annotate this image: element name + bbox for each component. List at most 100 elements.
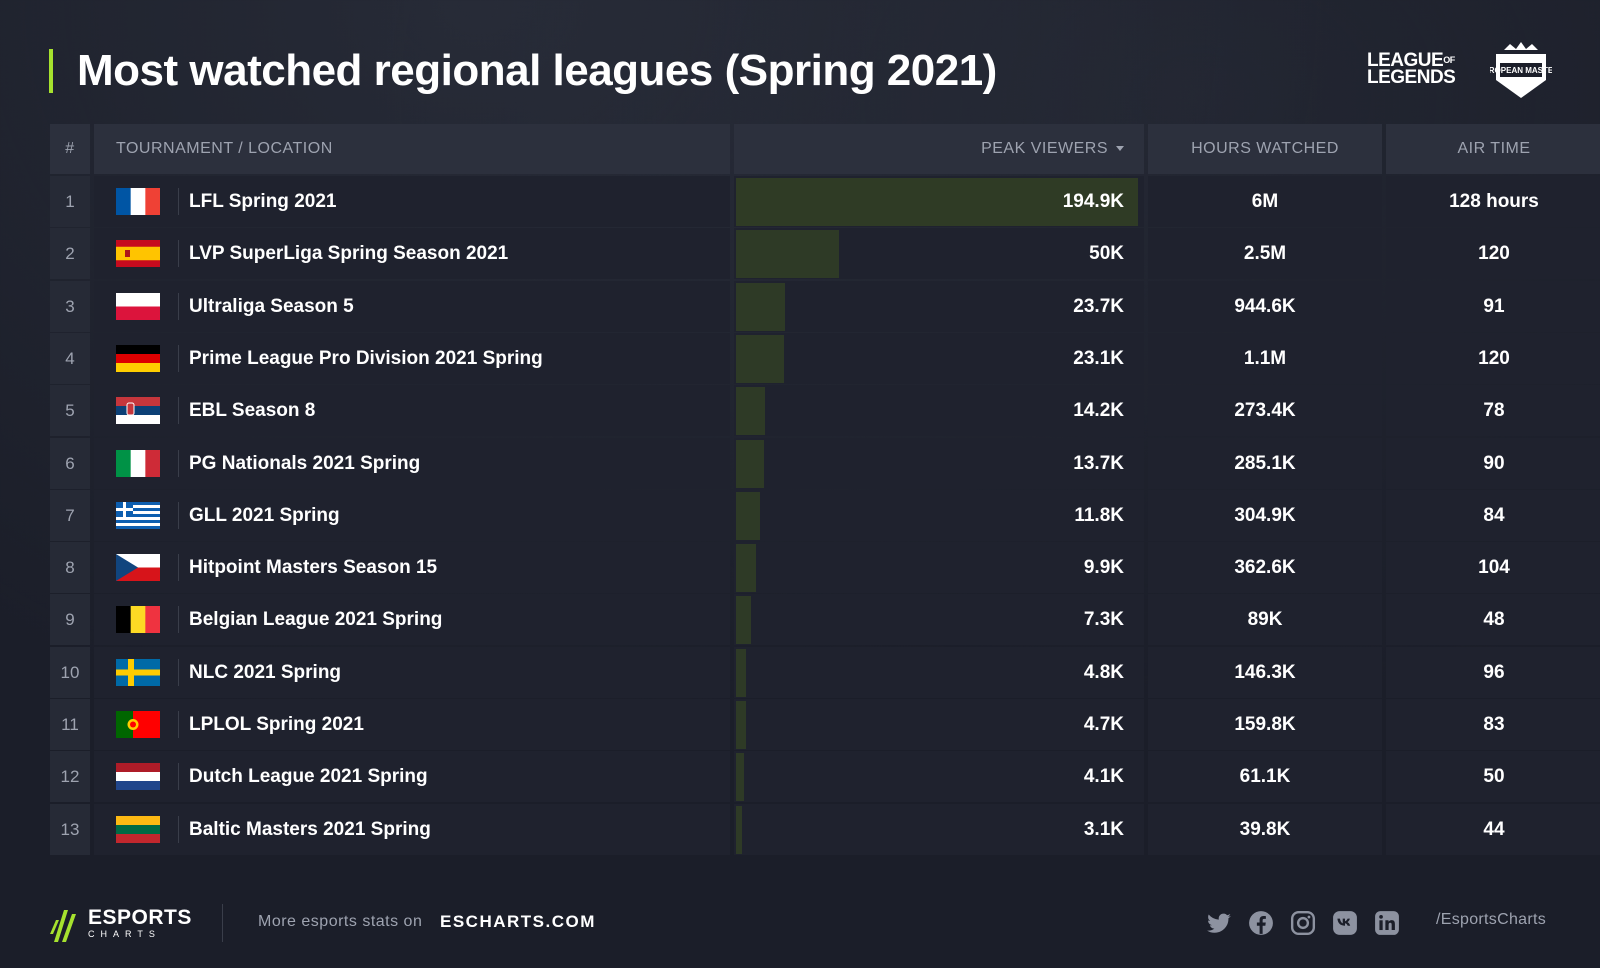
row-rank: 3 [50, 280, 90, 332]
row-air-time: 90 [1386, 437, 1600, 489]
vk-icon[interactable] [1332, 910, 1358, 936]
czechia-flag-icon [116, 554, 160, 582]
footer-social-handle: /EsportsCharts [1436, 911, 1547, 928]
peak-viewers-value: 11.8K [1074, 504, 1124, 526]
row-hours-watched: 2.5M [1148, 228, 1382, 280]
peak-viewers-value: 4.8K [1083, 661, 1124, 683]
row-separator [178, 501, 179, 529]
european-masters-logo: EUROPEAN MASTERS [1490, 42, 1552, 98]
tournament-name[interactable]: Dutch League 2021 Spring [189, 766, 428, 788]
peak-viewers-bar [736, 805, 742, 854]
row-separator [178, 449, 179, 477]
row-tournament: Baltic Masters 2021 Spring [94, 803, 730, 855]
tournament-name[interactable]: Baltic Masters 2021 Spring [189, 818, 431, 840]
tournament-name[interactable]: NLC 2021 Spring [189, 661, 342, 683]
peak-viewers-value: 4.7K [1083, 714, 1124, 735]
table-row[interactable]: 8 Hitpoint Masters Season 15 9.9K 362.6K… [50, 542, 1600, 594]
peak-viewers-bar [736, 439, 764, 488]
row-tournament: Hitpoint Masters Season 15 [94, 542, 730, 594]
row-hours-watched: 304.9K [1148, 489, 1382, 541]
row-peak-viewers: 23.1K [734, 332, 1144, 384]
belgium-flag-icon [116, 606, 160, 634]
greece-flag-icon [116, 501, 160, 529]
row-tournament: GLL 2021 Spring [94, 489, 730, 541]
poland-flag-icon [116, 292, 160, 320]
footer-site-link[interactable]: ESCHARTS.COM [440, 912, 596, 931]
row-tournament: LFL Spring 2021 [94, 176, 730, 227]
row-air-time: 84 [1386, 489, 1600, 541]
row-tournament: PG Nationals 2021 Spring [94, 437, 730, 489]
svg-text:EUROPEAN MASTERS: EUROPEAN MASTERS [1490, 66, 1552, 75]
tournament-name[interactable]: GLL 2021 Spring [189, 504, 340, 526]
netherlands-flag-icon [116, 763, 160, 791]
row-rank: 13 [50, 803, 90, 855]
table-row[interactable]: 1 LFL Spring 2021 194.9K 6M 128 hours [50, 176, 1600, 228]
row-peak-viewers: 11.8K [734, 489, 1144, 541]
row-hours-watched: 159.8K [1148, 699, 1382, 750]
row-air-time: 128 hours [1386, 176, 1600, 227]
row-hours-watched: 362.6K [1148, 542, 1382, 594]
table-row[interactable]: 13 Baltic Masters 2021 Spring 3.1K 39.8K… [50, 803, 1600, 856]
row-hours-watched: 285.1K [1148, 437, 1382, 489]
twitter-icon[interactable] [1206, 910, 1232, 936]
tournament-name[interactable]: Hitpoint Masters Season 15 [189, 557, 438, 579]
instagram-icon[interactable] [1290, 910, 1316, 936]
peak-viewers-bar [736, 491, 760, 540]
row-hours-watched: 146.3K [1148, 646, 1382, 698]
tournament-name[interactable]: Prime League Pro Division 2021 Spring [189, 347, 543, 369]
header-peak-viewers[interactable]: PEAK VIEWERS [734, 124, 1144, 174]
header-rank: # [50, 124, 90, 174]
peak-viewers-bar [736, 701, 746, 749]
table-row[interactable]: 12 Dutch League 2021 Spring 4.1K 61.1K 5… [50, 751, 1600, 803]
tournament-name[interactable]: Belgian League 2021 Spring [189, 609, 443, 631]
table-row[interactable]: 7 GLL 2021 Spring 11.8K 304.9K 84 [50, 489, 1600, 542]
row-air-time: 83 [1386, 699, 1600, 750]
table-row[interactable]: 10 NLC 2021 Spring 4.8K 146.3K 96 [50, 646, 1600, 699]
row-peak-viewers: 4.8K [734, 646, 1144, 698]
sweden-flag-icon [116, 658, 160, 686]
row-separator [178, 397, 179, 425]
row-rank: 6 [50, 437, 90, 489]
row-separator [178, 554, 179, 582]
table-row[interactable]: 3 Ultraliga Season 5 23.7K 944.6K 91 [50, 280, 1600, 333]
row-air-time: 50 [1386, 751, 1600, 803]
row-hours-watched: 273.4K [1148, 385, 1382, 437]
header-air-time[interactable]: AIR TIME [1386, 124, 1600, 174]
row-rank: 8 [50, 542, 90, 594]
facebook-icon[interactable] [1248, 910, 1274, 936]
peak-viewers-value: 23.1K [1073, 347, 1124, 369]
tournament-name[interactable]: EBL Season 8 [189, 400, 316, 422]
table-row[interactable]: 4 Prime League Pro Division 2021 Spring … [50, 332, 1600, 385]
header-hours-watched[interactable]: HOURS WATCHED [1148, 124, 1382, 174]
footer-more-text: More esports stats on [258, 913, 423, 930]
row-rank: 4 [50, 332, 90, 384]
peak-viewers-bar [736, 282, 785, 331]
italy-flag-icon [116, 449, 160, 477]
row-peak-viewers: 23.7K [734, 280, 1144, 332]
tournament-name[interactable]: LPLOL Spring 2021 [189, 714, 364, 735]
peak-viewers-bar [736, 334, 784, 383]
table-row[interactable]: 11 LPLOL Spring 2021 4.7K 159.8K 83 [50, 699, 1600, 751]
header-tournament[interactable]: TOURNAMENT / LOCATION [94, 124, 730, 174]
table-row[interactable]: 2 LVP SuperLiga Spring Season 2021 50K 2… [50, 228, 1600, 280]
peak-viewers-bar [736, 648, 746, 697]
tournament-name[interactable]: LVP SuperLiga Spring Season 2021 [189, 243, 509, 265]
row-peak-viewers: 7.3K [734, 594, 1144, 646]
table-row[interactable]: 6 PG Nationals 2021 Spring 13.7K 285.1K … [50, 437, 1600, 490]
row-separator [178, 188, 179, 215]
row-peak-viewers: 50K [734, 228, 1144, 280]
serbia-flag-icon [116, 397, 160, 425]
tournament-name[interactable]: Ultraliga Season 5 [189, 295, 354, 317]
linkedin-icon[interactable] [1374, 910, 1400, 936]
row-tournament: LVP SuperLiga Spring Season 2021 [94, 228, 730, 280]
row-peak-viewers: 13.7K [734, 437, 1144, 489]
table-row[interactable]: 9 Belgian League 2021 Spring 7.3K 89K 48 [50, 594, 1600, 646]
row-peak-viewers: 3.1K [734, 803, 1144, 855]
tournament-name[interactable]: LFL Spring 2021 [189, 191, 337, 212]
table-row[interactable]: 5 EBL Season 8 14.2K 273.4K 78 [50, 385, 1600, 437]
tournament-name[interactable]: PG Nationals 2021 Spring [189, 452, 421, 474]
row-rank: 2 [50, 228, 90, 280]
france-flag-icon [116, 188, 160, 215]
row-rank: 12 [50, 751, 90, 803]
row-rank: 10 [50, 646, 90, 698]
